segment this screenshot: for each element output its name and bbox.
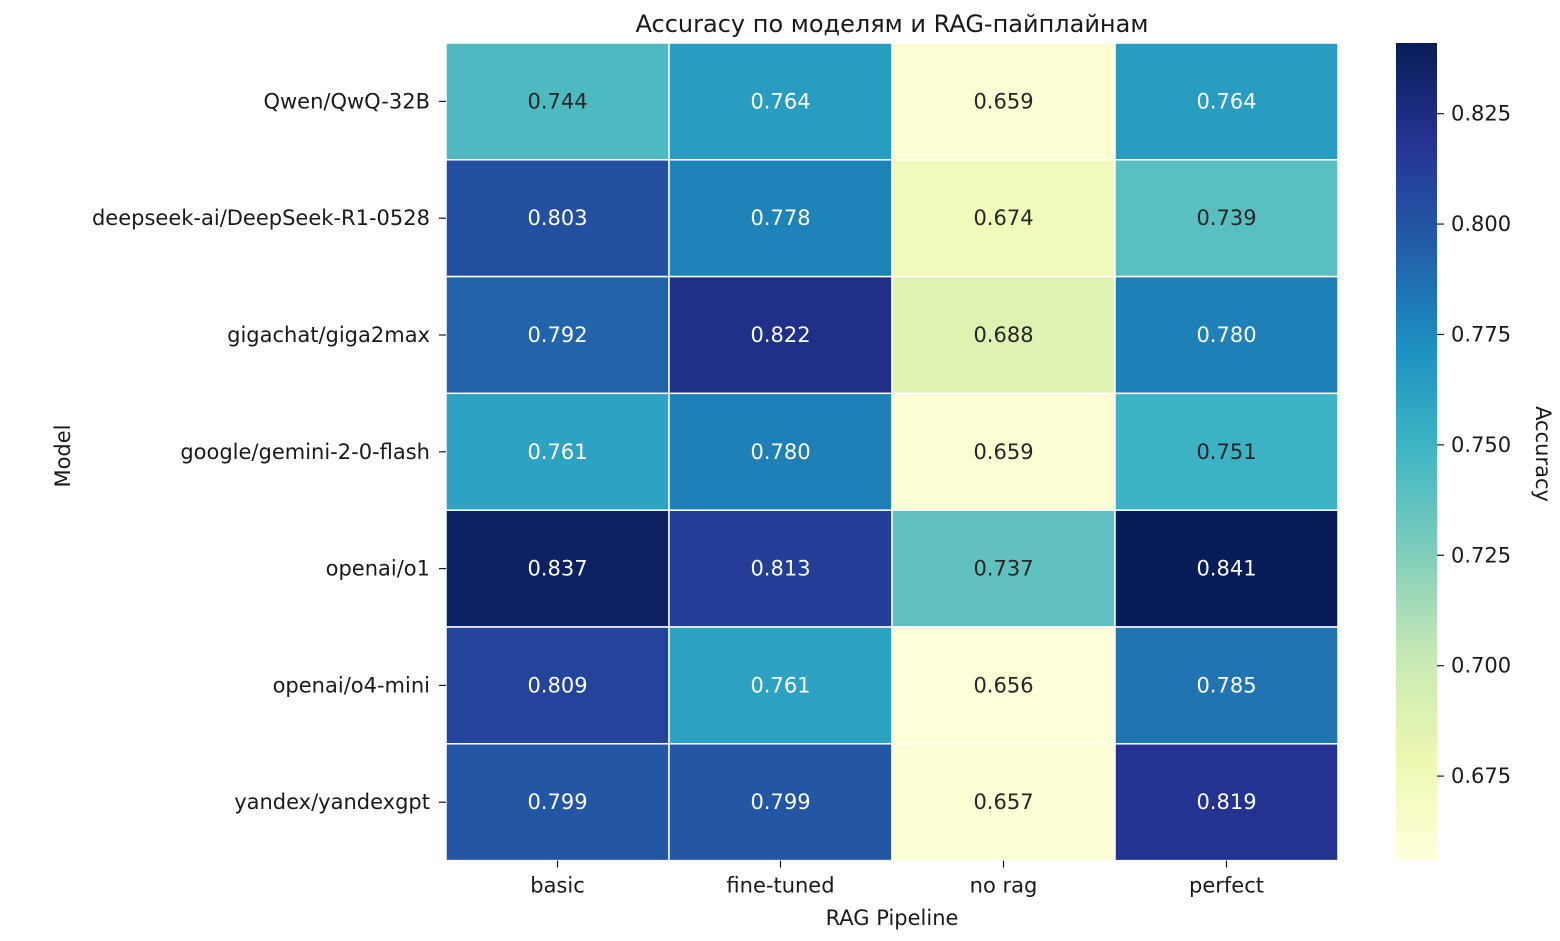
y-axis-label: Model	[51, 424, 75, 487]
heatmap-cell	[445, 743, 670, 862]
colorbar-tick-label: 0.750	[1451, 433, 1511, 457]
colorbar-tick-label: 0.800	[1451, 212, 1511, 236]
heatmap-cell	[891, 626, 1116, 745]
heatmap-cell	[445, 159, 670, 278]
heatmap-cell	[445, 509, 670, 628]
x-tick-label: perfect	[1189, 874, 1264, 898]
heatmap-cell	[445, 392, 670, 511]
heatmap-cell	[445, 626, 670, 745]
colorbar-tick-label: 0.775	[1451, 322, 1511, 346]
cell-value-label: 0.792	[527, 323, 587, 347]
heatmap-cell	[668, 509, 893, 628]
heatmap-cell	[668, 42, 893, 161]
y-axis: Qwen/QwQ-32B deepseek-ai/DeepSeek-R1-0528…	[92, 89, 446, 814]
x-tick-label: basic	[530, 874, 585, 898]
cell-value-label: 0.657	[973, 790, 1033, 814]
cell-value-label: 0.841	[1196, 557, 1256, 581]
heatmap-cell	[891, 743, 1116, 862]
cell-value-label: 0.764	[1196, 89, 1256, 113]
y-tick-label: openai/o1	[326, 557, 430, 581]
y-tick-label: openai/o4-mini	[273, 673, 430, 697]
colorbar-tick-label: 0.700	[1451, 654, 1511, 678]
cell-value-label: 0.761	[527, 440, 587, 464]
cell-value-label: 0.659	[973, 440, 1033, 464]
cell-value-label: 0.819	[1196, 790, 1256, 814]
cell-value-label: 0.813	[750, 557, 810, 581]
x-tick-label: fine-tuned	[726, 874, 834, 898]
x-tick-label: no rag	[970, 874, 1038, 898]
heatmap-cell	[1114, 275, 1339, 395]
y-tick-label: yandex/yandexgpt	[234, 790, 430, 814]
cell-value-label: 0.780	[1196, 323, 1256, 347]
colorbar-label: Accuracy	[1531, 406, 1555, 502]
cell-value-label: 0.761	[750, 673, 810, 697]
colorbar-tick-label: 0.825	[1451, 102, 1511, 126]
cell-value-label: 0.739	[1196, 206, 1256, 230]
cell-value-label: 0.659	[973, 89, 1033, 113]
heatmap-cell	[1114, 42, 1339, 161]
y-tick-label: deepseek-ai/DeepSeek-R1-0528	[92, 206, 430, 230]
heatmap-cell	[1114, 626, 1339, 745]
x-axis: basic fine-tuned no rag perfect	[530, 860, 1264, 898]
heatmap-cell	[668, 159, 893, 278]
heatmap-cell	[1114, 743, 1339, 862]
colorbar-tick-label: 0.725	[1451, 543, 1511, 567]
cell-value-label: 0.674	[973, 206, 1033, 230]
cell-value-label: 0.785	[1196, 673, 1256, 697]
x-axis-label: RAG Pipeline	[826, 906, 959, 930]
chart-title: Accuracy по моделям и RAG-пайплайнам	[636, 10, 1149, 38]
cell-value-label: 0.799	[527, 790, 587, 814]
cell-value-label: 0.737	[973, 557, 1033, 581]
heatmap-cell	[668, 626, 893, 745]
heatmap-cell	[891, 509, 1116, 628]
cell-value-label: 0.809	[527, 673, 587, 697]
heatmap-cell	[891, 42, 1116, 161]
colorbar	[1396, 43, 1437, 860]
cell-value-label: 0.751	[1196, 440, 1256, 464]
colorbar-ticks: 0.675 0.700 0.725 0.750 0.775 0.800 0.825	[1437, 102, 1511, 788]
cell-value-label: 0.778	[750, 206, 810, 230]
cell-value-label: 0.837	[527, 557, 587, 581]
heatmap-cell	[668, 392, 893, 511]
cell-value-label: 0.822	[750, 323, 810, 347]
cell-value-label: 0.744	[527, 89, 587, 113]
cell-value-label: 0.656	[973, 673, 1033, 697]
cell-value-label: 0.799	[750, 790, 810, 814]
cell-value-label: 0.764	[750, 89, 810, 113]
cell-value-label: 0.688	[973, 323, 1033, 347]
heatmap-cell	[1114, 509, 1339, 628]
colorbar-tick-label: 0.675	[1451, 764, 1511, 788]
heatmap-cell	[1114, 159, 1339, 278]
heatmap-cell	[1114, 392, 1339, 511]
cell-value-label: 0.780	[750, 440, 810, 464]
y-tick-label: gigachat/giga2max	[227, 323, 430, 347]
heatmap-cells: 0.744 0.764 0.659 0.764 0.803 0.778 0.674 0.739…	[445, 42, 1339, 862]
heatmap-cell	[668, 275, 893, 395]
heatmap-cell	[445, 42, 670, 161]
y-tick-label: google/gemini-2-0-flash	[180, 440, 430, 464]
cell-value-label: 0.803	[527, 206, 587, 230]
heatmap-cell	[891, 392, 1116, 511]
y-tick-label: Qwen/QwQ-32B	[263, 89, 430, 113]
